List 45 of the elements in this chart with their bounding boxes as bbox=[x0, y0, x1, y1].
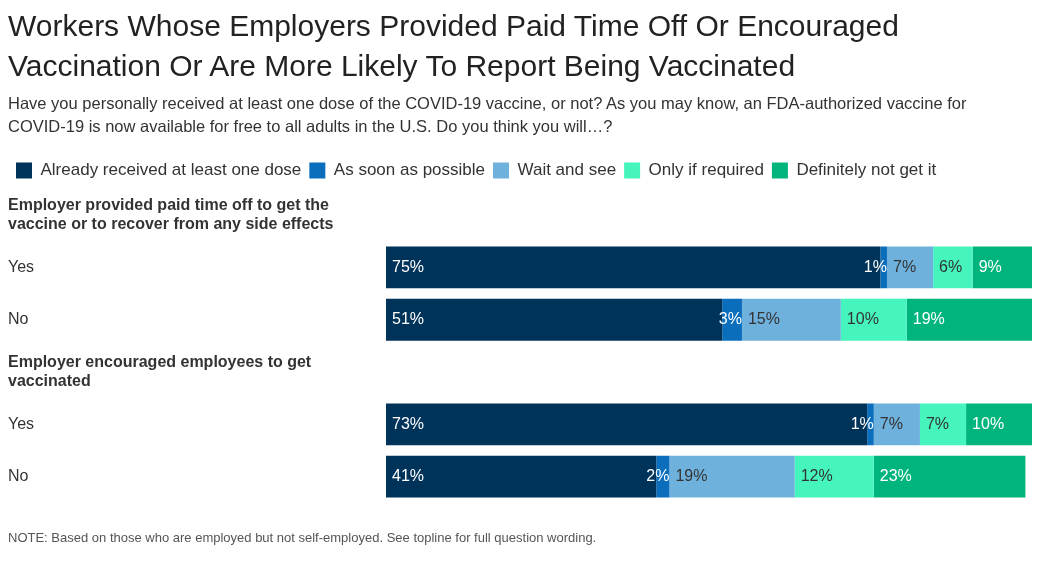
y-tick-label: Yes bbox=[8, 414, 35, 432]
bar bbox=[840, 298, 907, 341]
y-tick-label: Employer provided paid time off to get the vaccine or to recover from any side effects bbox=[8, 195, 334, 233]
data-label: 19% bbox=[912, 310, 945, 328]
bar bbox=[741, 298, 841, 341]
data-label: 9% bbox=[978, 257, 1002, 275]
text: NOTE: Based on those who are employed but not self-employed. See topline for full question wording. bbox=[8, 530, 598, 545]
bar bbox=[794, 455, 874, 498]
legend-label: Definitely not get it bbox=[796, 160, 937, 180]
data-label: 7% bbox=[879, 414, 903, 432]
bar bbox=[919, 403, 967, 446]
legend-label: Only if required bbox=[648, 160, 764, 180]
data-label: 7% bbox=[892, 257, 917, 275]
data-label: 1% bbox=[850, 414, 874, 432]
data-label: 73% bbox=[392, 414, 425, 432]
data-label: 23% bbox=[879, 467, 912, 485]
bar bbox=[873, 455, 1026, 498]
bar bbox=[972, 246, 1032, 289]
bar bbox=[906, 298, 1032, 341]
bar bbox=[669, 455, 795, 498]
data-label: 3% bbox=[718, 310, 742, 328]
legend-label: Already received at least one dose bbox=[40, 160, 302, 180]
chart-title: Workers Whose Employers Provided Paid Time Off Or Encouraged Vaccination Or Are More Likely To Report Being Vaccinated bbox=[8, 8, 900, 84]
data-label: 1% bbox=[863, 257, 887, 275]
data-label: 51% bbox=[392, 310, 425, 328]
y-tick-label: No bbox=[8, 310, 29, 328]
data-label: 75% bbox=[392, 257, 425, 275]
data-label: 2% bbox=[646, 467, 670, 485]
bar bbox=[966, 403, 1032, 446]
bar bbox=[873, 403, 920, 446]
y-tick-label: No bbox=[8, 467, 29, 485]
data-label: 19% bbox=[675, 467, 708, 485]
data-label: 7% bbox=[925, 414, 950, 432]
data-label: 6% bbox=[939, 257, 963, 275]
bar bbox=[886, 246, 934, 289]
data-label: 10% bbox=[846, 310, 879, 328]
legend-label: As soon as possible bbox=[333, 160, 486, 180]
chart-subtitle: Have you personally received at least one dose of the COVID-19 vaccine, or not? As you may know, an FDA-authorized vaccine for COVID-19 is now available for free to all adults in the U.S. Do you think you will…? bbox=[8, 93, 968, 137]
y-tick-label: Employer encouraged employees to get vaccinated bbox=[8, 352, 312, 390]
data-label: 41% bbox=[392, 467, 425, 485]
y-tick-label: Yes bbox=[8, 257, 35, 275]
data-label: 10% bbox=[972, 414, 1005, 432]
legend-label: Wait and see bbox=[517, 160, 617, 180]
data-label: 12% bbox=[800, 467, 833, 485]
data-label: 15% bbox=[747, 310, 780, 328]
